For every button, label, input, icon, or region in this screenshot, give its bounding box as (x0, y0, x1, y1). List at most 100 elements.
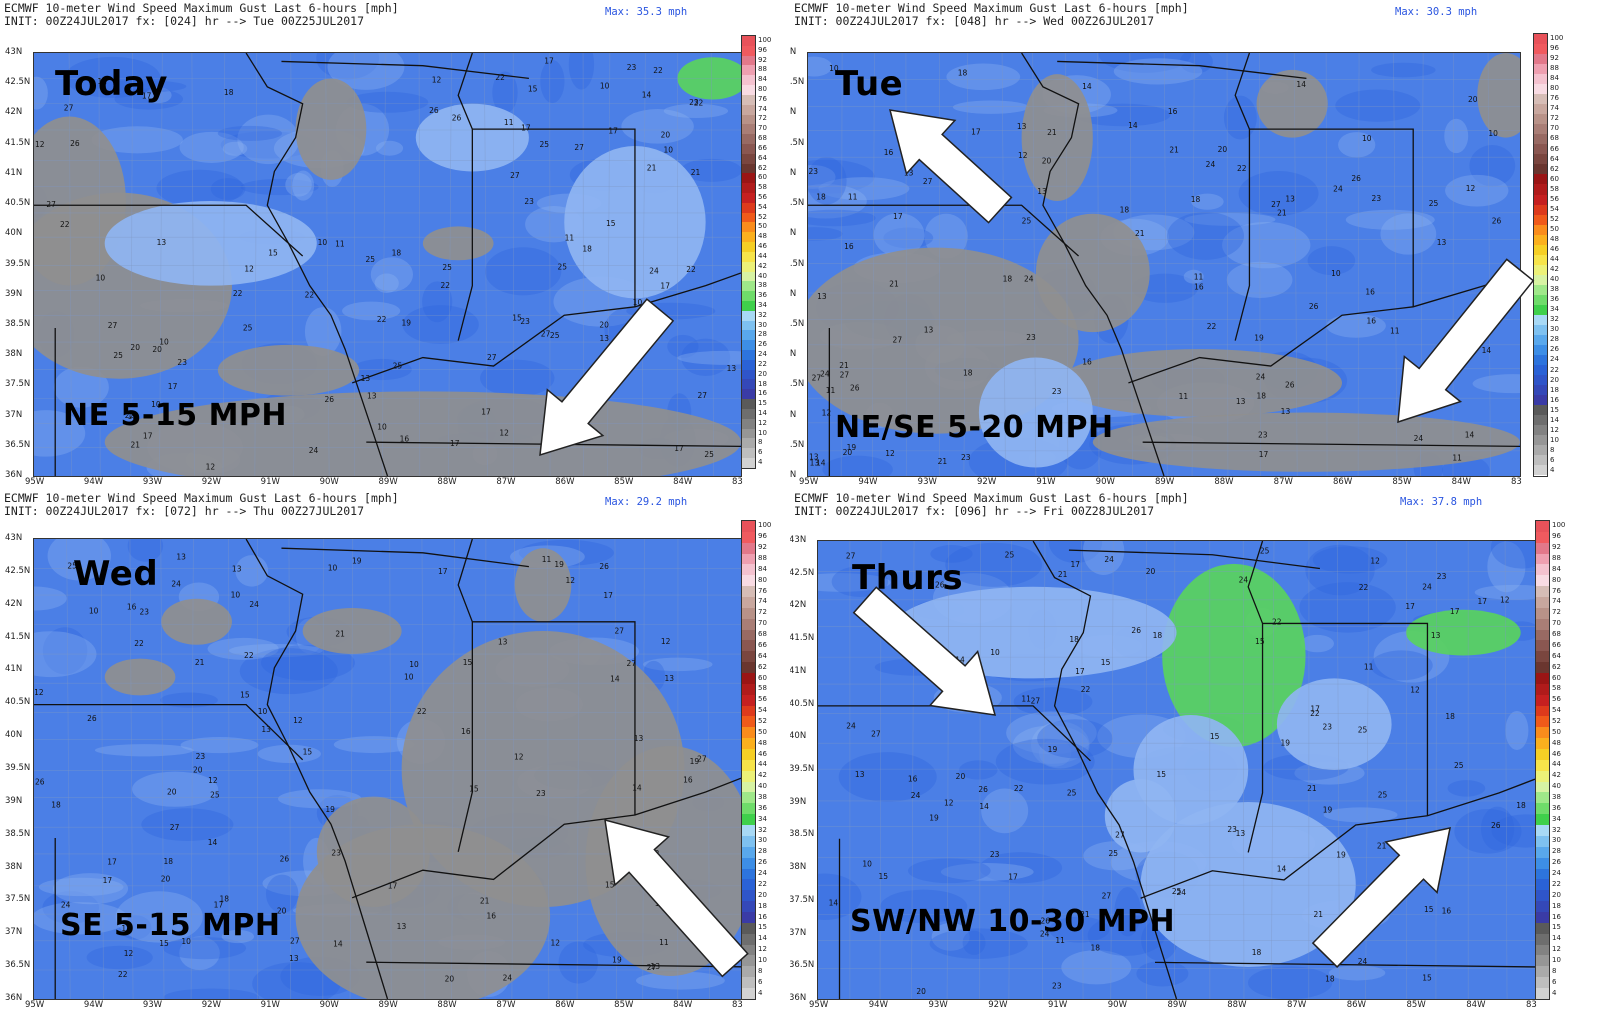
gust-value: 18 (1191, 195, 1201, 204)
wind-field-patch (808, 184, 867, 219)
colorbar-label: 66 (1552, 640, 1561, 649)
colorbar-swatch (742, 65, 755, 76)
county-line (130, 53, 133, 476)
gust-value: 15 (1157, 770, 1167, 779)
colorbar-swatch (742, 759, 755, 771)
gust-value: 18 (1445, 712, 1455, 721)
colorbar-label: 30 (758, 320, 767, 329)
gust-value: 25 (1378, 790, 1388, 799)
max-label: Max: 29.2 mph (605, 496, 688, 508)
wind-field-patch (127, 539, 164, 562)
gust-value: 27 (627, 659, 637, 668)
colorbar-swatch (742, 202, 755, 213)
colorbar-swatch (1534, 365, 1547, 376)
header-init: INIT: 00Z24JUL2017 fx: [048] hr --> Wed … (794, 14, 1155, 28)
gust-value: 20 (1218, 145, 1228, 154)
max-label: Max: 37.8 mph (1400, 496, 1483, 508)
state-border (1128, 272, 1520, 384)
colorbar-label: 14 (758, 934, 767, 943)
latitude-label: 38N (5, 349, 23, 360)
state-border (1262, 622, 1429, 816)
colorbar-swatch (1536, 781, 1549, 793)
colorbar-label: 56 (1550, 194, 1559, 203)
longitude-label: 93W (928, 1000, 948, 1010)
colorbar-swatch (742, 705, 755, 717)
wind-field-patch (114, 88, 184, 110)
gust-value: 22 (417, 707, 427, 716)
gust-value: 23 (1322, 723, 1332, 732)
gust-value: 23 (1372, 194, 1382, 203)
colorbar-label: 36 (758, 291, 767, 300)
gust-value: 26 (452, 114, 462, 123)
colorbar-label: 16 (1552, 912, 1561, 921)
state-border (457, 539, 473, 623)
colorbar-label: 68 (758, 134, 767, 143)
gust-value: 11 (335, 239, 345, 248)
state-border (472, 621, 636, 815)
gust-value: 27 (812, 374, 822, 383)
gust-value: 14 (829, 898, 839, 907)
wind-direction-arrow (1311, 827, 1451, 968)
wind-direction-arrow (888, 109, 1013, 224)
header-init: INIT: 00Z24JUL2017 fx: [096] hr --> Fri … (794, 504, 1155, 518)
wind-field-patch (1247, 966, 1333, 999)
colorbar-swatch (1536, 835, 1549, 847)
gust-value: 23 (1026, 333, 1036, 342)
colorbar-label: 20 (1550, 375, 1559, 384)
gust-value: 17 (481, 407, 491, 416)
gust-value: 21 (130, 441, 140, 450)
longitude-label: 85W (1406, 1000, 1426, 1010)
colorbar-swatch (742, 242, 755, 252)
gust-value: 27 (614, 626, 624, 635)
wind-field-patch (1136, 960, 1189, 987)
state-border (1021, 53, 1165, 476)
gust-value: 12 (208, 776, 218, 785)
gust-value: 11 (1021, 695, 1031, 704)
colorbar-label: 74 (1552, 597, 1561, 606)
wind-field-patch (1480, 806, 1515, 851)
gust-value: 27 (1102, 891, 1112, 900)
colorbar-label: 6 (1552, 977, 1557, 986)
gust-value: 21 (480, 896, 490, 905)
gust-value: 15 (1210, 732, 1220, 741)
wind-field-patch (52, 873, 129, 905)
colorbar-swatch (1536, 759, 1549, 771)
gust-value: 21 (647, 163, 657, 172)
state-border (1068, 549, 1320, 570)
colorbar-swatch (1536, 521, 1549, 532)
day-label: Today (55, 64, 168, 104)
wind-field-patch (1082, 541, 1125, 575)
colorbar-label: 84 (758, 75, 767, 84)
gust-value: 24 (1024, 275, 1034, 284)
wind-field-patch (1338, 132, 1376, 158)
gust-value: 17 (544, 57, 554, 66)
gust-value: 13 (1437, 238, 1447, 247)
gust-value: 16 (1366, 317, 1376, 326)
wind-field-patch (278, 789, 362, 809)
wind-arrow-sw (1311, 827, 1451, 968)
gust-value: 26 (1492, 216, 1502, 225)
gust-value: 17 (608, 126, 618, 135)
colorbar-swatch (742, 803, 755, 815)
county-line (222, 53, 226, 476)
gust-value: 24 (503, 973, 513, 982)
gust-value: 27 (1031, 696, 1041, 705)
wind-field-patch (239, 648, 338, 695)
wind-field-patch (1087, 915, 1166, 956)
calm-area (217, 344, 360, 396)
colorbar-swatch (1534, 144, 1547, 155)
colorbar-label: 72 (758, 608, 767, 617)
colorbar-label: 80 (1550, 84, 1559, 93)
wind-direction-arrow (852, 586, 997, 716)
calm-area (104, 658, 176, 696)
longitude-label: 86W (1333, 477, 1353, 487)
colorbar-swatch (1536, 944, 1549, 956)
longitude-label: 95W (799, 477, 819, 487)
gust-value: 24 (1358, 957, 1368, 966)
gust-value: 23 (689, 98, 699, 107)
gust-value: 11 (565, 233, 575, 242)
colorbar-swatch (742, 94, 755, 105)
colorbar-swatch (742, 879, 755, 891)
colorbar-swatch (742, 521, 755, 532)
gust-value: 24 (649, 267, 659, 276)
